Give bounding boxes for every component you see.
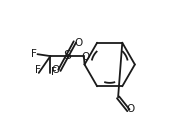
Text: S: S bbox=[63, 49, 71, 62]
Text: O: O bbox=[127, 104, 135, 114]
Text: O: O bbox=[52, 65, 60, 75]
Text: O: O bbox=[81, 52, 90, 62]
Text: F: F bbox=[35, 65, 41, 75]
Text: F: F bbox=[51, 67, 57, 77]
Text: F: F bbox=[31, 49, 37, 59]
Text: O: O bbox=[74, 38, 83, 48]
